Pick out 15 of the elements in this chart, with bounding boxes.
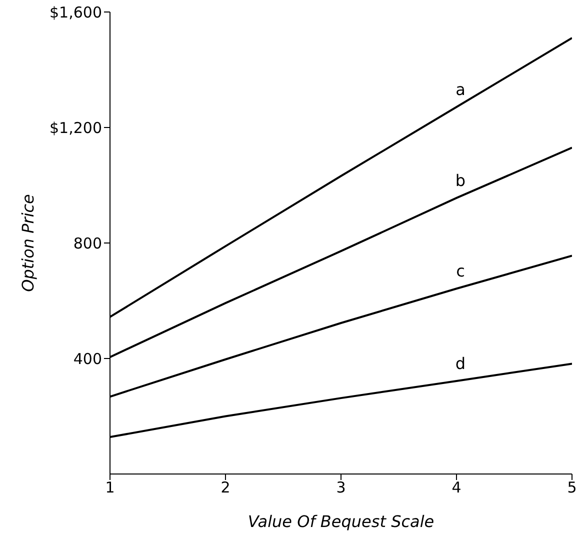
y-tick-label: $1,600: [50, 3, 102, 22]
x-tick-label: 4: [452, 478, 462, 497]
x-tick-label: 1: [105, 478, 115, 497]
x-axis-title: Value Of Bequest Scale: [248, 512, 434, 531]
y-axis-title: Option Price: [18, 194, 38, 292]
y-tick-label: $1,200: [50, 118, 102, 137]
series-label: d: [455, 354, 466, 374]
series-label: b: [455, 170, 466, 190]
x-tick-label: 5: [567, 478, 577, 497]
series-label: c: [456, 262, 465, 281]
y-tick-label: 800: [73, 234, 102, 252]
x-tick-label: 2: [220, 478, 230, 497]
series-label: a: [456, 80, 466, 99]
x-tick-label: 3: [336, 478, 346, 497]
y-tick-label: 400: [73, 350, 102, 368]
